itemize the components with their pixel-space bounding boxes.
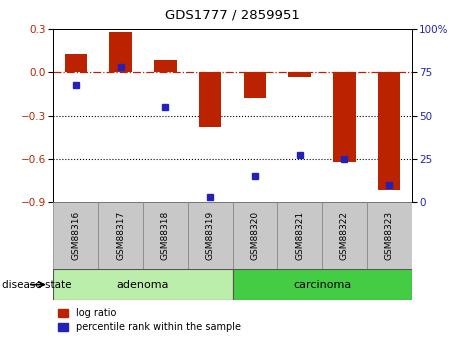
Text: GSM88319: GSM88319 (206, 211, 215, 260)
Bar (143, 202, 188, 269)
Text: GDS1777 / 2859951: GDS1777 / 2859951 (165, 9, 300, 22)
Bar (232, 269, 412, 300)
Bar (333, 72, 356, 161)
Bar (244, 72, 266, 98)
Bar (277, 202, 322, 269)
Text: GSM88317: GSM88317 (116, 211, 125, 260)
Bar (199, 72, 221, 127)
Bar (109, 32, 132, 72)
Bar (65, 54, 87, 72)
Text: GSM88318: GSM88318 (161, 211, 170, 260)
Bar (322, 202, 367, 269)
Bar (378, 72, 400, 190)
Text: GSM88323: GSM88323 (385, 211, 394, 260)
Bar (188, 202, 232, 269)
Bar (98, 202, 143, 269)
Text: GSM88320: GSM88320 (250, 211, 259, 260)
Text: GSM88316: GSM88316 (71, 211, 80, 260)
Text: GSM88321: GSM88321 (295, 211, 304, 260)
Legend: log ratio, percentile rank within the sample: log ratio, percentile rank within the sa… (58, 308, 241, 332)
Bar (232, 202, 277, 269)
Text: carcinoma: carcinoma (293, 280, 351, 289)
Bar (53, 202, 98, 269)
Text: adenoma: adenoma (117, 280, 169, 289)
Text: disease state: disease state (2, 280, 72, 289)
Bar (53, 269, 232, 300)
Bar (288, 72, 311, 77)
Text: GSM88322: GSM88322 (340, 211, 349, 260)
Bar (367, 202, 412, 269)
Bar (154, 59, 177, 72)
